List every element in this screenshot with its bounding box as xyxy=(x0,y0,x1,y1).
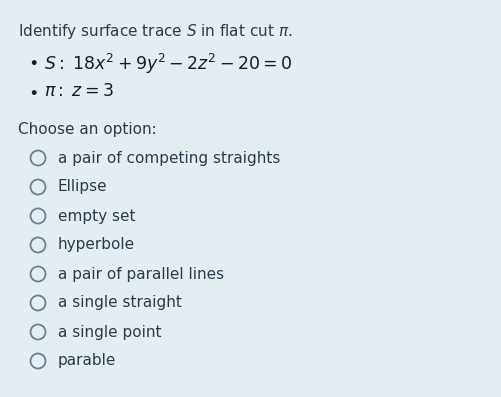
Text: $\bullet$: $\bullet$ xyxy=(28,82,38,100)
Text: $\bullet$: $\bullet$ xyxy=(28,52,38,70)
Text: a single point: a single point xyxy=(58,324,161,339)
Text: $\pi:\;  z = 3$: $\pi:\; z = 3$ xyxy=(44,82,114,100)
Text: a single straight: a single straight xyxy=(58,295,182,310)
Text: a pair of competing straights: a pair of competing straights xyxy=(58,150,281,166)
Text: hyperbole: hyperbole xyxy=(58,237,135,252)
Text: parable: parable xyxy=(58,353,116,368)
Text: empty set: empty set xyxy=(58,208,135,224)
Text: a pair of parallel lines: a pair of parallel lines xyxy=(58,266,224,281)
Text: Ellipse: Ellipse xyxy=(58,179,108,195)
Text: $S:\;  18x^2 + 9y^2 - 2z^2 - 20 = 0$: $S:\; 18x^2 + 9y^2 - 2z^2 - 20 = 0$ xyxy=(44,52,293,76)
Text: Identify surface trace $S$ in flat cut $\pi$.: Identify surface trace $S$ in flat cut $… xyxy=(18,22,293,41)
Text: Choose an option:: Choose an option: xyxy=(18,122,157,137)
